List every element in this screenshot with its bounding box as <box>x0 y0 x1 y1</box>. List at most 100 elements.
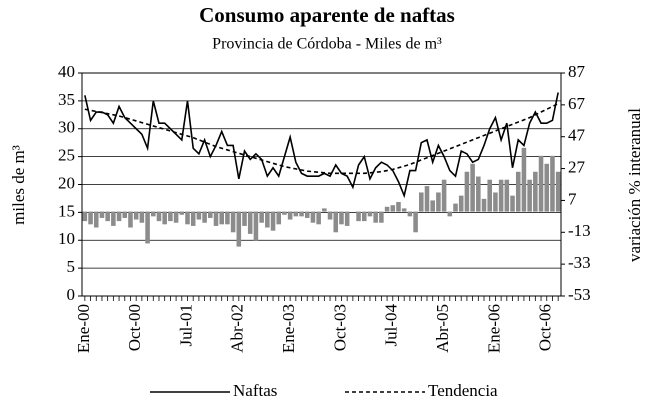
bar <box>361 211 367 222</box>
bar <box>316 211 321 225</box>
x-tick-label: Ene-06 <box>484 304 503 353</box>
y2-tick-label: -13 <box>568 221 591 240</box>
bar <box>150 211 156 217</box>
y-tick-label: 0 <box>67 285 76 304</box>
bar <box>481 198 487 212</box>
line <box>84 92 559 199</box>
bar <box>396 202 401 212</box>
y2-tick-label: -53 <box>568 285 591 304</box>
bar <box>196 211 202 220</box>
bar <box>527 179 532 212</box>
y2-tick-label: 67 <box>568 94 586 113</box>
bar <box>379 211 384 223</box>
y2-tick-label: 27 <box>568 157 586 176</box>
bar <box>390 205 396 212</box>
bar <box>122 211 128 218</box>
x-tick-label: Abr-02 <box>228 304 247 353</box>
bar <box>139 211 145 223</box>
bar <box>333 211 339 233</box>
y2-tick-label: -33 <box>568 253 591 272</box>
x-tick-label: Oct-06 <box>536 304 555 351</box>
bar <box>521 147 527 212</box>
y-tick-label: 30 <box>58 118 75 137</box>
bar <box>367 211 373 217</box>
bar <box>327 211 333 220</box>
trend-line <box>84 102 559 175</box>
bar <box>447 211 453 217</box>
bar <box>550 155 555 212</box>
y-tick-label: 25 <box>58 146 75 165</box>
bar <box>515 171 521 212</box>
bar <box>259 211 264 223</box>
y2-axis-label: variación % interanual <box>625 108 644 262</box>
bar <box>407 211 413 217</box>
y-tick-label: 15 <box>58 201 75 220</box>
bar <box>493 192 498 212</box>
bar <box>162 211 167 225</box>
bar <box>265 211 270 228</box>
bar <box>179 211 185 215</box>
y-tick-label: 35 <box>58 90 75 109</box>
x-tick-label: Jul-01 <box>176 304 195 347</box>
bar <box>105 211 110 222</box>
plot-frame <box>81 72 562 297</box>
bar <box>82 211 88 222</box>
bar <box>145 211 150 244</box>
bar <box>190 211 196 226</box>
y-tick-label: 40 <box>58 62 75 81</box>
bar <box>436 192 441 212</box>
bar <box>498 179 504 212</box>
bar <box>111 211 116 226</box>
bar <box>276 211 282 225</box>
bar <box>424 186 430 212</box>
chart-title: Consumo aparente de naftas <box>199 3 455 27</box>
bar <box>168 211 173 222</box>
bar <box>116 211 122 222</box>
bar <box>156 211 162 222</box>
bar <box>464 171 470 212</box>
bar <box>441 179 447 212</box>
bar <box>299 211 304 217</box>
bar <box>322 208 327 212</box>
bar <box>555 171 561 212</box>
bar <box>339 211 344 225</box>
x-tick-label: Abr-05 <box>433 304 452 353</box>
bar <box>213 211 219 226</box>
bar <box>458 195 464 212</box>
bar <box>185 211 190 225</box>
chart-subtitle: Provincia de Córdoba - Miles de m³ <box>212 36 442 53</box>
legend-label: Tendencia <box>428 381 498 400</box>
bar <box>270 211 276 231</box>
bar <box>533 171 538 212</box>
bar <box>430 200 435 212</box>
bar <box>128 211 133 228</box>
bar <box>510 195 515 212</box>
bar <box>202 211 207 223</box>
bar <box>470 163 475 212</box>
bar <box>373 211 378 223</box>
bar <box>230 211 236 233</box>
bar <box>384 206 390 212</box>
bar <box>538 155 544 212</box>
bar <box>293 211 299 217</box>
bar <box>413 211 418 233</box>
bar <box>487 179 493 212</box>
x-tick-label: Jul-04 <box>382 304 401 347</box>
x-tick-label: Oct-03 <box>330 304 349 351</box>
bar <box>133 211 139 220</box>
bar <box>247 211 253 234</box>
bar <box>544 163 550 212</box>
bar <box>208 211 213 218</box>
y-tick-label: 5 <box>67 257 76 276</box>
bar <box>310 211 316 223</box>
y-axis-label: miles de m³ <box>9 145 28 225</box>
bar <box>253 211 259 241</box>
bar <box>419 192 424 212</box>
y-tick-label: 10 <box>58 229 75 248</box>
bar <box>476 176 481 212</box>
bar <box>282 211 287 215</box>
bar <box>401 208 407 212</box>
bar <box>242 211 247 226</box>
bar <box>356 211 361 222</box>
